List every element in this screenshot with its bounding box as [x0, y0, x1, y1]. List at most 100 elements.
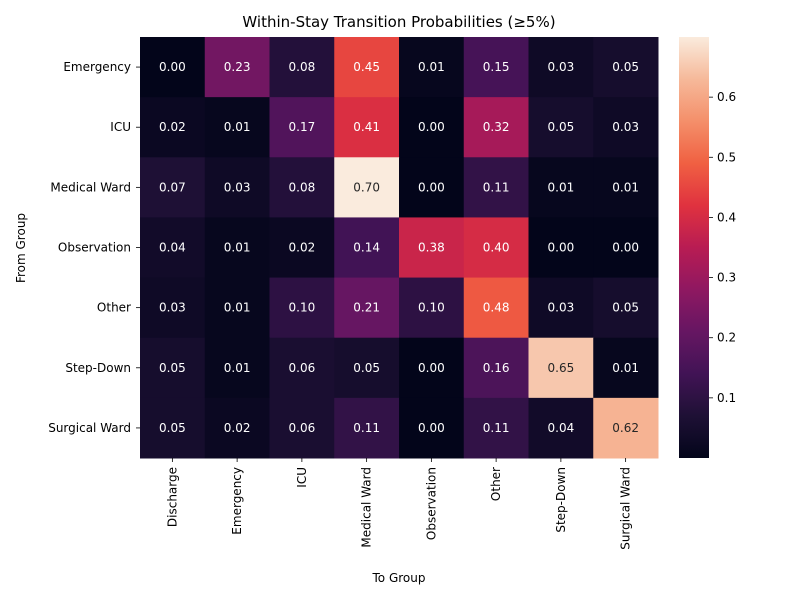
- heatmap-cell: [528, 397, 594, 459]
- heatmap-cell: [463, 157, 529, 218]
- cell-value-label: 0.03: [612, 120, 639, 134]
- heatmap-cell: [204, 277, 270, 339]
- heatmap-cell: [269, 157, 335, 218]
- heatmap-cell: [593, 37, 659, 98]
- y-tick-label: Medical Ward: [50, 180, 131, 194]
- cell-value-label: 0.02: [224, 421, 251, 435]
- heatmap-cell: [399, 217, 465, 279]
- heatmap-cell: [593, 337, 659, 399]
- cell-value-label: 0.32: [483, 120, 510, 134]
- heatmap-cell: [334, 397, 400, 459]
- cell-value-label: 0.02: [289, 241, 316, 255]
- cell-value-label: 0.03: [159, 301, 186, 315]
- heatmap-cells: 0.00 0.23 0.08 0.45 0.01 0.15 0.03 0.05 0.02 0.01…: [140, 37, 659, 459]
- cell-value-label: 0.41: [353, 120, 380, 134]
- heatmap-cell: [269, 277, 335, 339]
- cell-value-label: 0.00: [159, 60, 186, 74]
- y-tick-label: Emergency: [63, 60, 131, 74]
- cell-value-label: 0.48: [483, 301, 510, 315]
- heatmap-cell: [528, 217, 594, 279]
- x-tick-label: Emergency: [230, 467, 244, 535]
- heatmap-cell: [593, 157, 659, 218]
- heatmap-cell: [334, 277, 400, 339]
- heatmap-cell: [463, 277, 529, 339]
- heatmap-cell: [334, 37, 400, 98]
- x-tick-label: Step-Down: [554, 467, 568, 533]
- heatmap-cell: [593, 217, 659, 279]
- cell-value-label: 0.00: [612, 241, 639, 255]
- cell-value-label: 0.05: [353, 361, 380, 375]
- cell-value-label: 0.00: [418, 180, 445, 194]
- cell-value-label: 0.05: [612, 301, 639, 315]
- cell-value-label: 0.00: [418, 120, 445, 134]
- colorbar: [679, 37, 709, 458]
- cell-value-label: 0.70: [353, 180, 380, 194]
- cell-value-label: 0.05: [548, 120, 575, 134]
- cell-value-label: 0.01: [418, 60, 445, 74]
- cell-value-label: 0.62: [612, 421, 639, 435]
- heatmap-cell: [334, 157, 400, 218]
- heatmap-cell: [463, 397, 529, 459]
- heatmap-cell: [528, 97, 594, 158]
- y-tick-label: Step-Down: [65, 361, 131, 375]
- heatmap-cell: [463, 337, 529, 399]
- heatmap-cell: [593, 277, 659, 339]
- colorbar-tick-label: 0.5: [717, 150, 736, 164]
- heatmap-cell: [593, 97, 659, 158]
- x-tick-label: Discharge: [165, 467, 179, 527]
- cell-value-label: 0.01: [224, 241, 251, 255]
- chart-title: Within-Stay Transition Probabilities (≥5…: [242, 13, 555, 31]
- cell-value-label: 0.17: [289, 120, 316, 134]
- cell-value-label: 0.08: [289, 60, 316, 74]
- heatmap-cell: [204, 97, 270, 158]
- x-tick-label: Surgical Ward: [619, 467, 633, 550]
- heatmap-cell: [593, 397, 659, 459]
- heatmap-cell: [204, 397, 270, 459]
- cell-value-label: 0.03: [548, 60, 575, 74]
- heatmap-cell: [269, 337, 335, 399]
- heatmap-cell: [399, 157, 465, 218]
- cell-value-label: 0.10: [418, 301, 445, 315]
- cell-value-label: 0.00: [548, 241, 575, 255]
- colorbar-tick-label: 0.6: [717, 90, 736, 104]
- heatmap-cell: [463, 217, 529, 279]
- cell-value-label: 0.15: [483, 60, 510, 74]
- y-tick-labels: Emergency ICU Medical Ward Observation Other…: [48, 60, 140, 435]
- heatmap-cell: [269, 217, 335, 279]
- cell-value-label: 0.21: [353, 301, 380, 315]
- heatmap-cell: [399, 97, 465, 158]
- cell-value-label: 0.03: [548, 301, 575, 315]
- heatmap-cell: [269, 37, 335, 98]
- heatmap-cell: [204, 157, 270, 218]
- cell-value-label: 0.00: [418, 361, 445, 375]
- y-tick-label: Other: [97, 301, 131, 315]
- heatmap-cell: [140, 217, 206, 279]
- heatmap-cell: [140, 37, 206, 98]
- colorbar-tick-label: 0.4: [717, 210, 736, 224]
- x-tick-label: Observation: [424, 467, 438, 540]
- heatmap-cell: [204, 217, 270, 279]
- cell-value-label: 0.01: [224, 120, 251, 134]
- cell-value-label: 0.45: [353, 60, 380, 74]
- heatmap-cell: [140, 97, 206, 158]
- cell-value-label: 0.40: [483, 241, 510, 255]
- heatmap-cell: [204, 37, 270, 98]
- x-tick-labels: Discharge Emergency ICU Medical Ward Observa…: [165, 458, 633, 550]
- heatmap-cell: [528, 337, 594, 399]
- heatmap-cell: [334, 97, 400, 158]
- heatmap-cell: [334, 217, 400, 279]
- cell-value-label: 0.01: [224, 301, 251, 315]
- cell-value-label: 0.05: [159, 421, 186, 435]
- cell-value-label: 0.11: [353, 421, 380, 435]
- x-tick-label: Other: [489, 467, 503, 501]
- cell-value-label: 0.01: [224, 361, 251, 375]
- y-axis-label: From Group: [14, 213, 28, 283]
- heatmap-cell: [140, 277, 206, 339]
- heatmap-cell: [528, 157, 594, 218]
- heatmap-cell: [528, 277, 594, 339]
- y-tick-label: Observation: [58, 241, 131, 255]
- y-tick-label: ICU: [110, 120, 131, 134]
- heatmap-cell: [140, 157, 206, 218]
- cell-value-label: 0.01: [612, 361, 639, 375]
